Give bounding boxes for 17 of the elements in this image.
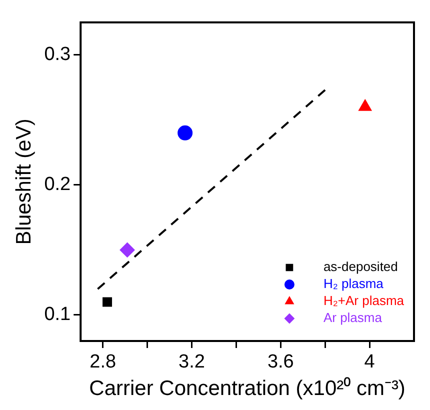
point <box>120 242 135 258</box>
legend-label: Ar plasma <box>323 310 383 326</box>
legend-label: H₂+Ar plasma <box>323 293 405 308</box>
x-tick-label: 3.2 <box>178 352 205 373</box>
legend-label: as-deposited <box>323 259 398 274</box>
x-tick-label: 3.6 <box>267 352 294 373</box>
y-tick-label: 0.1 <box>44 304 71 326</box>
point <box>358 99 372 111</box>
x-tick-label: 2.8 <box>90 352 116 373</box>
point <box>102 297 112 307</box>
x-tick-label: 4 <box>364 352 376 373</box>
point <box>178 125 193 140</box>
legend-label: H₂ plasma <box>323 276 384 292</box>
x-axis-title: Carrier Concentration (x10²⁰ cm⁻³) <box>89 377 406 400</box>
y-tick-label: 0.3 <box>44 44 71 66</box>
y-tick-label: 0.2 <box>44 174 71 196</box>
y-axis-title: Blueshift (eV) <box>12 118 36 245</box>
